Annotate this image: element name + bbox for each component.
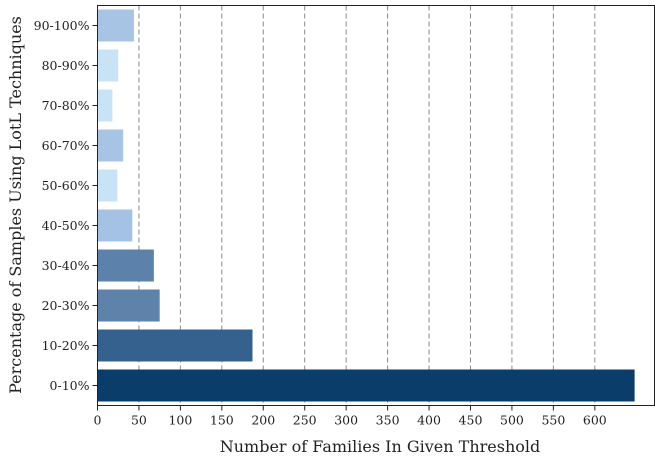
y-tick-label: 80-90%	[42, 58, 90, 73]
y-axis-label: Percentage of Samples Using LotL Techniq…	[6, 16, 25, 394]
y-tick-label: 70-80%	[42, 98, 90, 113]
x-tick-label: 500	[500, 413, 524, 428]
x-tick-label: 400	[417, 413, 441, 428]
bar-70-80pct	[97, 89, 113, 122]
bar-90-100pct	[97, 9, 134, 42]
bar-30-40pct	[97, 249, 154, 282]
x-tick-label: 250	[293, 413, 317, 428]
x-tick-label: 50	[131, 413, 147, 428]
x-axis-ticks: 0 50 100 150 200 250 300 350 400 450 500 550 600	[94, 405, 607, 428]
y-tick-label: 40-50%	[42, 218, 90, 233]
bar-10-20pct	[97, 329, 253, 362]
x-tick-label: 0	[94, 413, 102, 428]
y-tick-label: 30-40%	[42, 258, 90, 273]
x-tick-label: 450	[459, 413, 483, 428]
bar-20-30pct	[97, 289, 160, 322]
bar-0-10pct	[97, 369, 635, 402]
y-tick-label: 20-30%	[42, 298, 90, 313]
bar-80-90pct	[97, 49, 119, 82]
bar-40-50pct	[97, 209, 133, 242]
x-axis-label: Number of Families In Given Threshold	[220, 437, 541, 456]
x-tick-label: 100	[168, 413, 192, 428]
bar-60-70pct	[97, 129, 124, 162]
x-tick-label: 600	[583, 413, 607, 428]
bar-50-60pct	[97, 169, 118, 202]
grid-lines	[138, 5, 596, 406]
bars	[97, 9, 635, 402]
x-tick-label: 150	[210, 413, 234, 428]
y-tick-label: 90-100%	[34, 18, 90, 33]
x-tick-label: 200	[251, 413, 275, 428]
x-tick-label: 550	[541, 413, 565, 428]
y-tick-label: 10-20%	[42, 338, 90, 353]
y-tick-label: 60-70%	[42, 138, 90, 153]
y-tick-label: 0-10%	[50, 378, 90, 393]
x-tick-label: 350	[376, 413, 400, 428]
x-tick-label: 300	[334, 413, 358, 428]
y-tick-label: 50-60%	[42, 178, 90, 193]
y-axis-ticks: 0-10% 10-20% 20-30% 30-40% 40-50% 50-60% 60-70…	[34, 18, 98, 393]
